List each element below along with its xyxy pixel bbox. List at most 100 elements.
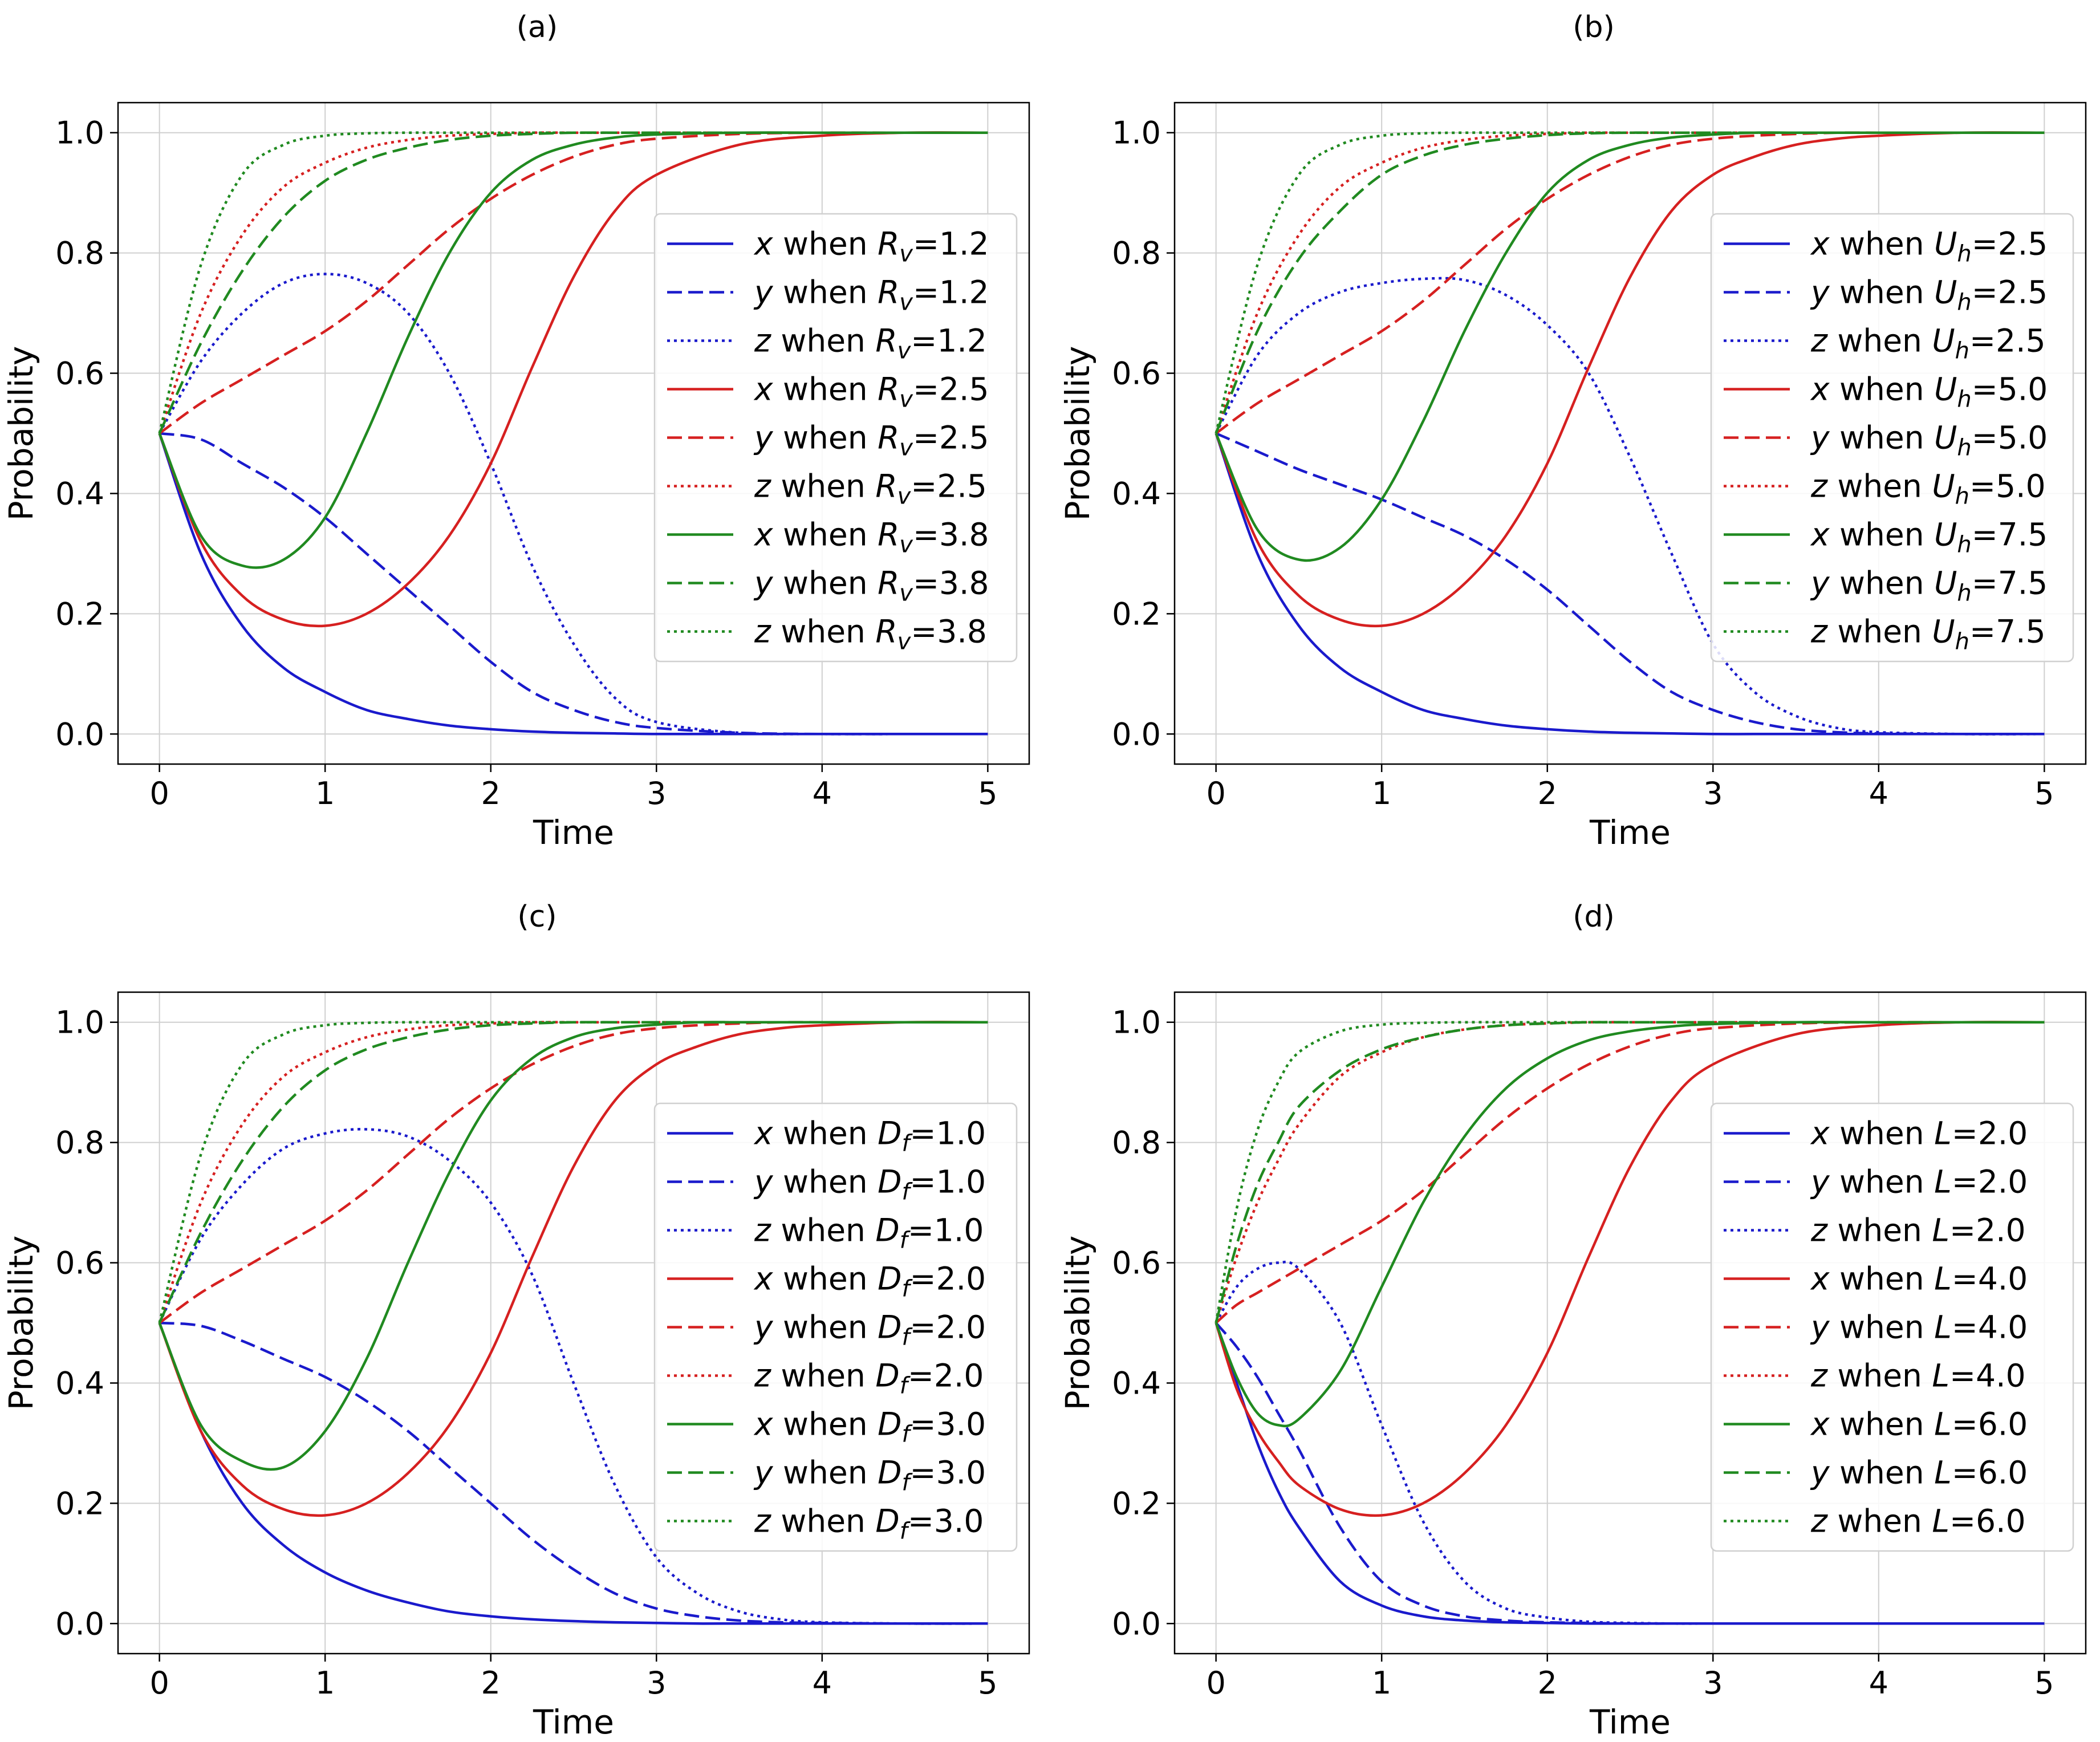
chart-b: 0 1 2 3 4 5 0.0 0.2 0.4 0.6 0.8 1.0 Time Probability x…: [1058, 101, 2087, 852]
legend-label: z when Uh=7.5: [1810, 614, 2046, 655]
legend-label: y when Uh=5.0: [1810, 420, 2048, 461]
legend-label: y when Rv=3.8: [753, 565, 989, 607]
y-tick-label: 0.6: [55, 1245, 104, 1281]
legend-label: z when Df=3.0: [754, 1503, 984, 1545]
legend-label: z when Uh=5.0: [1810, 468, 2046, 510]
y-tick-label: 0.2: [1112, 596, 1161, 632]
series-line-x-3.8: [158, 131, 988, 569]
y-tick-label: 0.4: [55, 1365, 104, 1401]
x-tick-label: 5: [978, 1665, 997, 1701]
y-tick-label: 0.2: [1112, 1485, 1161, 1521]
x-tick-label: 4: [813, 775, 832, 811]
x-tick-label: 4: [813, 1665, 832, 1701]
legend-label: x when Df=2.0: [753, 1261, 986, 1302]
legend-label: z when L=4.0: [1810, 1358, 2026, 1394]
x-tick-label: 2: [1538, 775, 1557, 811]
x-axis-label: Time: [533, 1703, 614, 1741]
x-tick-label: 0: [149, 775, 169, 811]
series-group: [158, 131, 988, 736]
x-tick-label: 5: [2034, 775, 2054, 811]
x-tick-label: 0: [149, 1665, 169, 1701]
y-tick-label: 0.4: [1112, 476, 1161, 511]
y-tick-label: 0.8: [55, 1125, 104, 1161]
x-tick-label: 3: [647, 1665, 666, 1701]
chart-c: 0 1 2 3 4 5 0.0 0.2 0.4 0.6 0.8 1.0 Time Probability x…: [2, 991, 1030, 1741]
series-line-y-6.0: [1214, 1021, 2045, 1323]
plot-frame: [1173, 991, 2087, 1655]
legend-label: x when Rv=1.2: [753, 226, 989, 267]
x-axis-label: Time: [1589, 813, 1671, 852]
legend-label: y when Uh=2.5: [1810, 274, 2048, 316]
legend-label: z when Df=2.0: [754, 1358, 984, 1399]
y-tick-label: 0.8: [1112, 1125, 1161, 1161]
y-axis-label: Probability: [2, 1236, 40, 1411]
x-axis-label: Time: [1589, 1703, 1671, 1741]
y-axis-label: Probability: [1058, 1236, 1097, 1411]
legend-box: [1710, 213, 2074, 663]
x-tick-label: 1: [1372, 1665, 1391, 1701]
chart-a: 0 1 2 3 4 5 0.0 0.2 0.4 0.6 0.8 1.0 Time Probability x…: [2, 101, 1030, 852]
y-tick-label: 0.4: [55, 476, 104, 511]
series-line-x-2.5: [158, 131, 988, 628]
series-line-x-4.0: [1214, 1021, 2045, 1517]
legend-label: y when Df=3.0: [753, 1455, 986, 1496]
legend-label: y when Rv=1.2: [753, 274, 989, 316]
y-tick-label: 0.0: [55, 1606, 104, 1642]
series-line-y-3.8: [158, 131, 988, 434]
legend-label: y when L=4.0: [1810, 1309, 2028, 1346]
series-line-y-2.5: [159, 131, 988, 435]
series-line-z-7.5: [1214, 131, 2045, 434]
legend-label: y when Rv=2.5: [753, 420, 989, 461]
y-tick-label: 0.6: [55, 356, 104, 392]
series-line-z-2.0: [1214, 1260, 2045, 1625]
legend: x when Rv=1.2 y when Rv=1.2 z when Rv=1.2 x…: [653, 213, 1018, 663]
legend-label: z when Rv=2.5: [754, 468, 987, 510]
x-tick-label: 2: [481, 775, 501, 811]
series-line-x-2.0: [158, 1021, 988, 1517]
series-line-z-1.2: [158, 273, 988, 736]
legend: x when Uh=2.5 y when Uh=2.5 z when Uh=2.5 x…: [1710, 213, 2074, 663]
x-tick-label: 1: [315, 1665, 335, 1701]
legend-label: x when L=4.0: [1810, 1261, 2028, 1297]
panel-b-title: (b): [1573, 10, 1615, 44]
panel-b: (b) 0 1 2 3 4 5 0.0 0.2 0.4 0.6 0.8 1.0 Time Probabil…: [1058, 10, 2087, 852]
x-tick-label: 3: [1703, 775, 1723, 811]
x-tick-label: 2: [481, 1665, 501, 1701]
y-tick-label: 0.0: [1112, 1606, 1161, 1642]
y-axis-label: Probability: [2, 346, 40, 521]
x-tick-label: 1: [1372, 775, 1391, 811]
legend-label: z when L=6.0: [1810, 1503, 2026, 1540]
x-axis-label: Time: [533, 813, 614, 852]
legend-label: y when L=2.0: [1810, 1164, 2028, 1200]
x-tick-label: 0: [1206, 775, 1225, 811]
legend-label: z when Df=1.0: [754, 1212, 984, 1254]
y-tick-label: 0.4: [1112, 1365, 1161, 1401]
y-tick-label: 0.0: [1112, 716, 1161, 752]
plot-frame: [1173, 101, 2087, 765]
x-tick-label: 1: [315, 775, 335, 811]
series-line-z-2.5: [1214, 277, 2045, 736]
y-axis-label: Probability: [1058, 346, 1097, 521]
legend-label: y when Df=2.0: [753, 1309, 986, 1351]
y-tick-label: 0.8: [1112, 235, 1161, 271]
series-line-y-1.0: [159, 1321, 988, 1625]
y-tick-label: 0.0: [55, 716, 104, 752]
legend-label: y when L=6.0: [1810, 1455, 2028, 1491]
x-tick-label: 5: [978, 775, 997, 811]
y-tick-label: 0.8: [55, 235, 104, 271]
legend-label: z when Rv=1.2: [754, 323, 987, 364]
x-tick-label: 2: [1538, 1665, 1557, 1701]
legend-label: x when Rv=3.8: [753, 517, 989, 558]
legend-label: y when Df=1.0: [753, 1164, 986, 1205]
series-line-z-3.8: [158, 131, 988, 434]
legend: x when L=2.0 y when L=2.0 z when L=2.0 x wh…: [1710, 1102, 2074, 1552]
legend-box: [653, 213, 1018, 663]
series-line-x-5.0: [1214, 131, 2045, 628]
legend-label: x when Rv=2.5: [753, 371, 989, 413]
panel-a: (a) 0 1 2 3 4 5 0.0 0.2 0.4 0.6 0.8 1.0 Time Probabil…: [2, 10, 1030, 852]
legend-label: x when L=6.0: [1810, 1406, 2028, 1443]
y-tick-label: 1.0: [55, 1005, 104, 1041]
series-line-z-6.0: [1214, 1021, 2045, 1323]
chart-d: 0 1 2 3 4 5 0.0 0.2 0.4 0.6 0.8 1.0 Time Probability x…: [1058, 991, 2087, 1741]
legend-box: [653, 1102, 1018, 1552]
